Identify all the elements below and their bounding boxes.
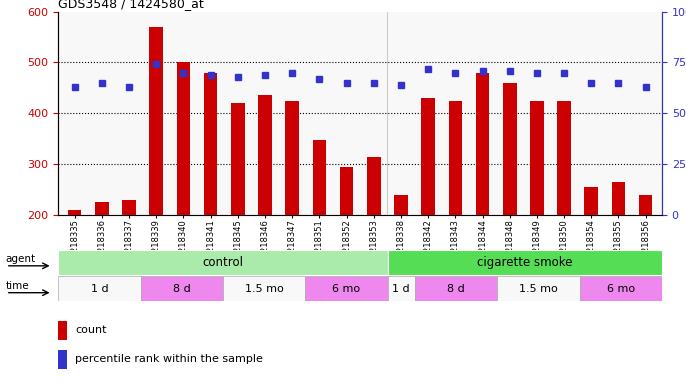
Text: GDS3548 / 1424580_at: GDS3548 / 1424580_at <box>58 0 204 10</box>
Bar <box>388 276 415 301</box>
Bar <box>313 140 326 215</box>
Text: control: control <box>202 256 244 268</box>
Bar <box>95 202 108 215</box>
Text: time: time <box>5 281 29 291</box>
Bar <box>415 276 497 301</box>
Bar <box>639 195 652 215</box>
Text: agent: agent <box>5 254 36 264</box>
Bar <box>497 276 580 301</box>
Text: percentile rank within the sample: percentile rank within the sample <box>75 354 263 364</box>
Bar <box>305 276 388 301</box>
Bar <box>141 276 223 301</box>
Bar <box>421 98 435 215</box>
Bar <box>223 276 305 301</box>
Text: 8 d: 8 d <box>447 284 465 294</box>
Text: 1 d: 1 d <box>91 284 108 294</box>
Text: 6 mo: 6 mo <box>333 284 360 294</box>
Bar <box>258 96 272 215</box>
Bar <box>530 101 544 215</box>
Bar <box>285 101 299 215</box>
Bar <box>231 103 245 215</box>
Bar <box>449 101 462 215</box>
Bar <box>58 321 67 339</box>
Bar <box>584 187 598 215</box>
Text: 1.5 mo: 1.5 mo <box>519 284 558 294</box>
Bar <box>58 250 388 275</box>
Bar <box>503 83 517 215</box>
Text: 1.5 mo: 1.5 mo <box>245 284 283 294</box>
Bar <box>122 200 136 215</box>
Bar <box>204 73 217 215</box>
Bar <box>68 210 82 215</box>
Bar <box>612 182 625 215</box>
Bar <box>557 101 571 215</box>
Text: count: count <box>75 325 106 335</box>
Bar <box>475 73 489 215</box>
Text: 6 mo: 6 mo <box>607 284 635 294</box>
Text: 8 d: 8 d <box>173 284 191 294</box>
Text: 1 d: 1 d <box>392 284 410 294</box>
Bar <box>150 27 163 215</box>
Bar <box>388 250 662 275</box>
Bar <box>58 350 67 369</box>
Bar <box>340 167 353 215</box>
Bar <box>176 62 190 215</box>
Bar <box>58 276 141 301</box>
Bar <box>580 276 662 301</box>
Bar <box>367 157 381 215</box>
Bar <box>394 195 407 215</box>
Text: cigarette smoke: cigarette smoke <box>477 256 573 268</box>
